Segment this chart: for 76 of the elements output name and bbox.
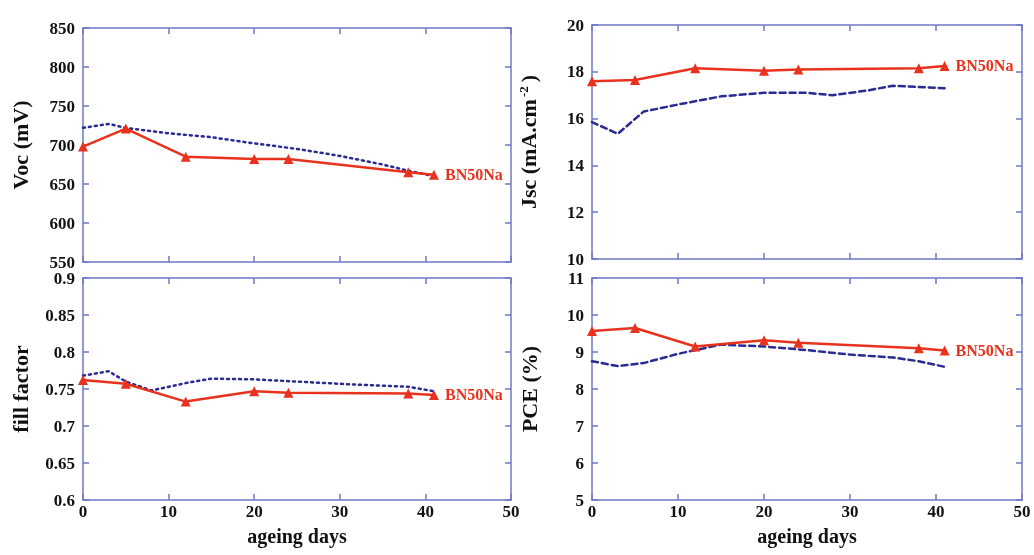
y-axis-title: Jsc (mA.cm-2) bbox=[516, 74, 541, 210]
series-label: BN50Na bbox=[955, 57, 1014, 75]
point bbox=[939, 345, 950, 356]
series-label: BN50Na bbox=[955, 342, 1014, 360]
x-axis-title: ageing days bbox=[757, 524, 857, 548]
y-tick-label: 18 bbox=[567, 62, 584, 82]
y-tick-label: 6 bbox=[575, 453, 584, 473]
y-tick-label: 650 bbox=[49, 174, 75, 194]
y-tick-label: 700 bbox=[49, 135, 75, 155]
y-tick-label: 9 bbox=[575, 342, 584, 362]
point bbox=[78, 375, 88, 386]
y-axis-title: fill factor bbox=[7, 345, 33, 433]
point bbox=[283, 387, 294, 398]
x-tick-label: 30 bbox=[841, 502, 859, 521]
y-tick-label: 16 bbox=[567, 109, 584, 129]
point bbox=[120, 378, 131, 389]
point bbox=[180, 151, 191, 162]
x-tick-label: 10 bbox=[669, 502, 687, 521]
point bbox=[120, 123, 131, 134]
x-tick-label: 30 bbox=[331, 502, 349, 521]
y-tick-label: 800 bbox=[49, 57, 75, 77]
y-tick-label: 600 bbox=[49, 213, 75, 233]
point bbox=[587, 325, 597, 336]
point bbox=[630, 74, 640, 85]
x-tick-label: 20 bbox=[245, 502, 263, 521]
x-tick-label: 0 bbox=[78, 502, 88, 521]
point bbox=[793, 64, 804, 75]
y-axis-title: PCE (%) bbox=[516, 345, 542, 433]
series-label: BN50Na bbox=[444, 386, 503, 404]
point bbox=[403, 388, 414, 399]
series-label: BN50Na bbox=[444, 166, 503, 184]
point bbox=[793, 337, 804, 348]
y-tick-label: 0.6 bbox=[53, 490, 75, 510]
x-tick-label: 20 bbox=[755, 502, 773, 521]
point bbox=[690, 63, 701, 74]
point bbox=[939, 60, 950, 71]
point bbox=[759, 65, 769, 76]
x-tick-label: 0 bbox=[587, 502, 597, 521]
y-tick-label: 12 bbox=[567, 202, 584, 222]
y-tick-label: 5 bbox=[575, 490, 584, 510]
point bbox=[587, 76, 597, 87]
point bbox=[428, 389, 439, 400]
y-tick-label: 14 bbox=[567, 155, 585, 175]
x-tick-label: 40 bbox=[927, 502, 945, 521]
line-series bbox=[590, 84, 946, 136]
x-tick-label: 40 bbox=[416, 502, 434, 521]
y-tick-label: 0.75 bbox=[45, 379, 75, 399]
y-tick-label: 11 bbox=[567, 268, 584, 288]
y-tick-label: 0.7 bbox=[53, 416, 76, 436]
x-axis-title: ageing days bbox=[247, 524, 347, 548]
point bbox=[630, 322, 640, 333]
x-tick-label: 50 bbox=[502, 502, 520, 521]
point bbox=[759, 335, 769, 346]
x-tick-label: 50 bbox=[1013, 502, 1031, 521]
y-tick-label: 7 bbox=[575, 416, 585, 436]
point bbox=[913, 343, 924, 354]
point bbox=[690, 341, 701, 352]
y-tick-label: 8 bbox=[575, 379, 584, 399]
point bbox=[913, 63, 924, 74]
point bbox=[249, 154, 260, 165]
x-tick-label: 10 bbox=[160, 502, 178, 521]
y-tick-label: 20 bbox=[567, 15, 584, 35]
point bbox=[283, 154, 294, 165]
point bbox=[78, 141, 88, 152]
point bbox=[403, 167, 414, 178]
y-tick-label: 10 bbox=[567, 305, 584, 325]
point bbox=[249, 386, 260, 397]
y-tick-label: 0.8 bbox=[53, 342, 75, 362]
point bbox=[428, 169, 439, 180]
y-axis-title: Voc (mV) bbox=[7, 100, 33, 190]
point bbox=[180, 396, 191, 407]
y-tick-label: 0.85 bbox=[45, 305, 75, 325]
y-tick-label: 10 bbox=[567, 249, 584, 269]
y-tick-label: 0.65 bbox=[45, 453, 75, 473]
y-tick-label: 850 bbox=[49, 18, 75, 38]
y-tick-label: 750 bbox=[49, 96, 75, 116]
